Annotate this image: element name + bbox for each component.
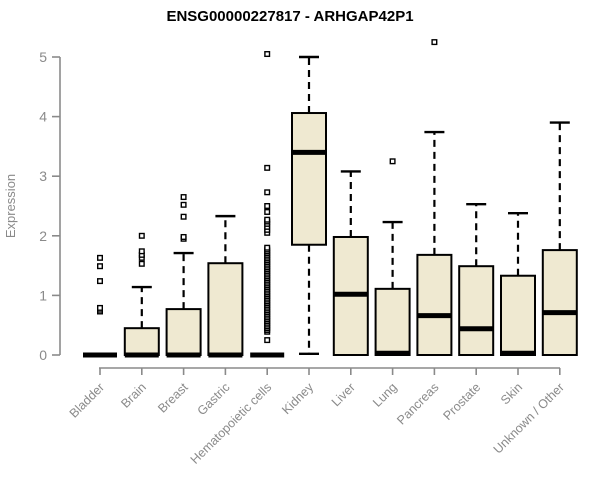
outlier-point	[264, 216, 271, 223]
outlier-point	[389, 158, 396, 165]
iqr-box	[500, 274, 536, 356]
box-gastric	[207, 214, 244, 358]
box-breast	[165, 194, 202, 358]
y-tick-label: 0	[39, 347, 47, 363]
outlier-point	[264, 202, 271, 209]
box-unknown-other	[541, 121, 578, 357]
chart-title: ENSG00000227817 - ARHGAP42P1	[166, 8, 413, 25]
outlier-point	[264, 51, 271, 58]
x-tick-label-kidney: Kidney	[279, 380, 316, 417]
y-tick-label: 5	[39, 49, 47, 65]
box-lung	[374, 158, 411, 356]
y-tick-label: 3	[39, 168, 47, 184]
x-tick-label-breast: Breast	[155, 380, 191, 416]
box-pancreas	[416, 39, 453, 356]
box-kidney	[291, 55, 327, 356]
outlier-point	[96, 304, 103, 311]
x-tick-label-pancreas: Pancreas	[394, 380, 441, 427]
x-tick-label-brain: Brain	[118, 380, 149, 411]
iqr-box	[207, 262, 244, 356]
outlier-point	[264, 208, 271, 215]
outlier-point	[180, 201, 187, 208]
outlier-point	[264, 337, 271, 344]
outlier-point	[96, 254, 103, 261]
iqr-box	[123, 327, 160, 356]
x-tick-label-prostate: Prostate	[440, 380, 483, 423]
iqr-box	[458, 265, 495, 357]
y-tick-label: 2	[39, 228, 47, 244]
box-hematopoietic-cells	[250, 51, 285, 358]
outlier-point	[96, 278, 103, 285]
outlier-point	[431, 39, 438, 46]
iqr-box	[374, 287, 411, 356]
x-tick-label-lung: Lung	[370, 380, 400, 410]
x-tick-label-gastric: Gastric	[195, 380, 233, 418]
outlier-point	[138, 248, 145, 255]
box-skin	[500, 211, 536, 356]
box-brain	[123, 232, 160, 358]
box-bladder	[83, 254, 117, 358]
outlier-point	[180, 233, 187, 240]
y-tick-label: 1	[39, 287, 47, 303]
y-tick-label: 4	[39, 109, 47, 125]
outlier-point	[264, 189, 271, 196]
y-axis-title: Expression	[3, 174, 18, 238]
outlier-point	[96, 263, 103, 270]
iqr-box	[291, 112, 327, 246]
plot-area: 0 1 2 3 4 5 Expression Bladder Brain Breast Gastri…	[3, 39, 578, 467]
box-prostate	[458, 203, 495, 357]
x-tick-label-skin: Skin	[498, 380, 525, 407]
x-tick-label-hematopoietic-cells: Hematopoietic cells	[188, 380, 275, 467]
iqr-box	[165, 308, 202, 356]
outlier-point	[138, 232, 145, 239]
x-tick-label-bladder: Bladder	[67, 380, 107, 420]
outlier-point	[180, 213, 187, 220]
y-axis: 0 1 2 3 4 5 Expression	[3, 49, 61, 363]
outlier-point	[138, 260, 145, 267]
x-tick-label-liver: Liver	[329, 380, 358, 409]
iqr-box	[416, 253, 453, 356]
outlier-point	[180, 194, 187, 201]
box-liver	[332, 170, 369, 357]
outlier-point	[264, 244, 271, 251]
x-tick-label-unknown-other: Unknown / Other	[491, 380, 567, 456]
outlier-point	[264, 164, 271, 171]
iqr-box	[541, 249, 578, 357]
